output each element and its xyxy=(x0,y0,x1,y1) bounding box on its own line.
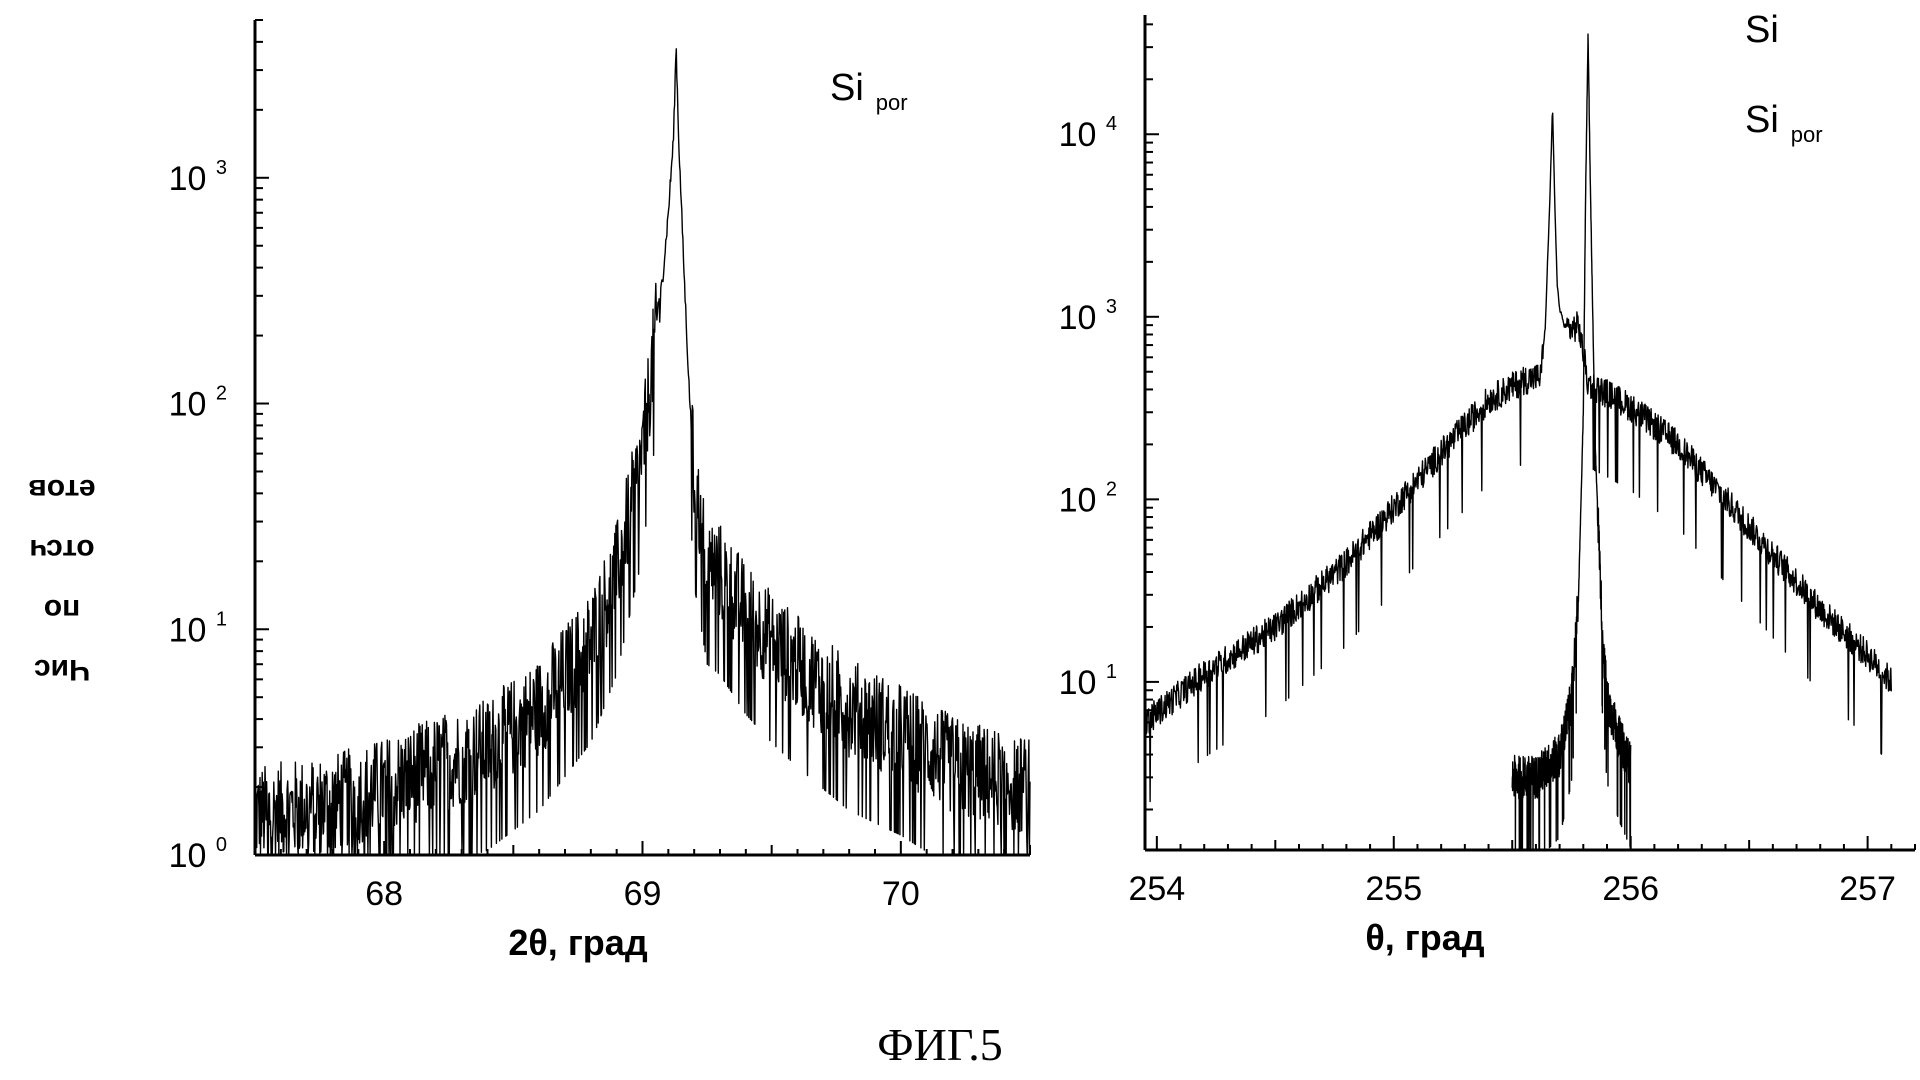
x-tick-label: 256 xyxy=(1602,870,1659,908)
x-tick-label: 69 xyxy=(624,875,662,913)
y-axis-label-line: Чис xyxy=(34,653,90,686)
right-chart: 10 1 10 2 10 3 10 4 254 255 256 257 θ, град Si Sip… xyxy=(1059,9,1915,958)
x-tick-label: 68 xyxy=(365,875,403,913)
x-axis-title: 2θ, град xyxy=(508,922,647,963)
legend-entry: Sipor xyxy=(1745,99,1823,147)
x-tick-label: 70 xyxy=(882,875,920,913)
y-tick-label: 10 0 xyxy=(169,834,227,875)
y-axis-label-line: по xyxy=(44,593,80,626)
y-tick-label: 10 2 xyxy=(1059,478,1117,519)
y-tick-label: 10 2 xyxy=(169,383,227,424)
series-line xyxy=(255,49,1030,855)
y-tick-label: 10 1 xyxy=(169,608,227,649)
x-tick-label: 255 xyxy=(1365,870,1422,908)
y-axis-label-line: отсч xyxy=(29,533,94,566)
x-tick-label: 257 xyxy=(1839,870,1896,908)
x-tick-label: 254 xyxy=(1128,870,1185,908)
y-tick-label: 10 3 xyxy=(169,157,227,198)
y-axis-label-line: етов xyxy=(28,473,95,506)
series-line xyxy=(1512,34,1631,850)
x-axis-title: θ, град xyxy=(1365,917,1484,958)
legend-entry: Sipor xyxy=(830,67,908,115)
left-chart: 10 0 10 1 10 2 10 3 68 69 70 2θ, град Sipor xyxy=(169,20,1030,963)
y-tick-label: 10 4 xyxy=(1059,113,1117,154)
legend-entry: Si xyxy=(1745,9,1779,51)
y-tick-label: 10 3 xyxy=(1059,296,1117,337)
y-tick-label: 10 1 xyxy=(1059,661,1117,702)
series-line xyxy=(1145,113,1891,801)
y-axis-label: Чис по отсч етов xyxy=(28,473,95,686)
figure-caption: ФИГ.5 xyxy=(877,1019,1002,1070)
